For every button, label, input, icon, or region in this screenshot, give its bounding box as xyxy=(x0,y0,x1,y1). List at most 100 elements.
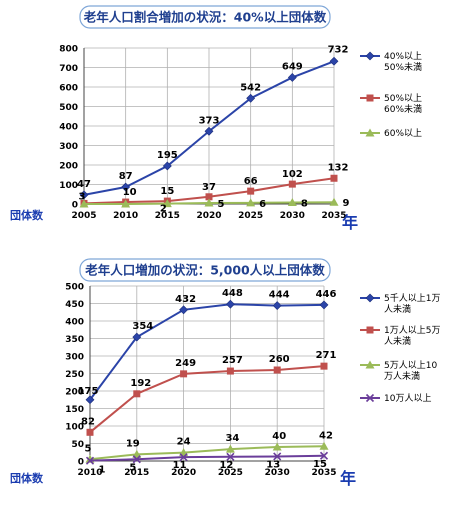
data-point xyxy=(319,300,329,310)
data-point xyxy=(162,199,172,208)
x-tick-label: 2010 xyxy=(77,468,102,478)
x-tick-label: 2015 xyxy=(124,468,149,478)
data-point xyxy=(329,197,339,206)
data-label: 271 xyxy=(316,350,337,361)
data-label: 257 xyxy=(222,355,243,366)
y-tick-label: 400 xyxy=(65,318,84,328)
x-tick-label: 2020 xyxy=(171,468,196,478)
legend-marker xyxy=(366,326,374,334)
data-point xyxy=(121,199,131,208)
x-tick-label: 2005 xyxy=(71,211,96,221)
legend-label: 40%以上 50%未満 xyxy=(384,51,422,73)
data-label: 3 xyxy=(79,191,86,202)
y-tick-label: 100 xyxy=(59,181,78,191)
x-tick-label: 2025 xyxy=(218,468,243,478)
y-tick-label: 500 xyxy=(59,103,78,113)
legend-entry-3: 60%以上 xyxy=(360,128,422,139)
data-label: 5 xyxy=(218,199,225,210)
data-label: 5 xyxy=(129,462,136,473)
data-label: 732 xyxy=(328,44,349,55)
data-point xyxy=(132,455,141,464)
x-tick-label: 2020 xyxy=(196,211,221,221)
data-point xyxy=(179,305,189,315)
chart-1-title: 老年人口割合増加の状況：40%以上団体数 xyxy=(83,10,327,25)
y-tick-label: 450 xyxy=(65,300,84,310)
y-tick-label: 150 xyxy=(65,405,84,415)
legend-label-line: 1万人以上5万 xyxy=(384,325,440,336)
y-tick-label: 300 xyxy=(65,353,84,363)
data-label: 444 xyxy=(269,290,290,301)
data-label: 260 xyxy=(269,354,290,365)
x-axis-label: 年 xyxy=(340,469,356,488)
legend-entry-2: 50%以上 60%未満 xyxy=(360,93,422,115)
legend-entry-4: 10万人以上 xyxy=(360,393,431,404)
legend-label-line: 人未満 xyxy=(384,303,411,315)
series-4: 1 5 11 12 13 15 xyxy=(85,451,329,476)
data-point xyxy=(225,444,235,453)
data-label: 87 xyxy=(119,171,133,182)
legend-marker xyxy=(365,293,375,303)
data-label: 5 xyxy=(85,443,92,454)
data-label: 249 xyxy=(175,358,196,369)
x-tick-label: 2030 xyxy=(280,211,305,221)
data-label: 9 xyxy=(343,198,350,209)
data-label: 448 xyxy=(222,288,243,299)
legend-marker xyxy=(365,360,375,369)
y-tick-label: 100 xyxy=(65,423,84,433)
series-1: 175 354 432 448 444 446 xyxy=(78,288,336,405)
data-label: 12 xyxy=(219,460,233,471)
y-tick-label: 800 xyxy=(59,45,78,55)
legend-label: 1万人以上5万人未満 xyxy=(384,325,440,347)
legend-marker xyxy=(365,393,375,403)
data-point xyxy=(79,199,89,208)
series-line xyxy=(89,454,325,462)
legend-marker xyxy=(366,94,374,102)
y-tick-label: 0 xyxy=(78,458,84,468)
series-3: 2 5 6 8 9 xyxy=(79,197,350,215)
data-point xyxy=(79,190,89,200)
y-tick-label: 600 xyxy=(59,84,78,94)
legend-label-line: 10万人以上 xyxy=(384,393,431,404)
data-point xyxy=(225,299,235,309)
legend-label: 60%以上 xyxy=(384,128,422,139)
data-label: 102 xyxy=(282,169,303,180)
legend-label-line: 人未満 xyxy=(384,335,411,347)
legend-marker xyxy=(365,51,375,61)
legend-entry-3: 5万人以上10 万人未満 xyxy=(360,360,437,382)
y-axis-label: 団体数 xyxy=(10,208,44,222)
chart-1-title-box xyxy=(79,5,331,29)
x-tick-label: 2010 xyxy=(113,211,138,221)
data-point xyxy=(287,73,297,82)
y-tick-label: 300 xyxy=(59,142,78,152)
chart-2-title-box xyxy=(79,258,331,282)
y-tick-label: 350 xyxy=(65,335,84,345)
data-label: 15 xyxy=(160,186,174,197)
data-point xyxy=(204,126,214,136)
legend-label-line: 40%以上 xyxy=(384,51,422,62)
data-point xyxy=(204,198,214,207)
data-label: 40 xyxy=(272,431,286,442)
data-label: 175 xyxy=(78,386,99,397)
series-line xyxy=(89,365,325,434)
x-tick-label: 2015 xyxy=(155,211,180,221)
data-point xyxy=(319,451,329,460)
data-label: 1 xyxy=(99,465,106,476)
series-2: 3 10 15 37 66 102 132 xyxy=(79,162,348,207)
x-axis-label: 年 xyxy=(342,213,358,232)
x-tick-label: 2035 xyxy=(321,211,346,221)
legend-marker xyxy=(365,128,375,137)
data-point xyxy=(247,187,255,195)
data-point xyxy=(287,197,297,206)
data-point xyxy=(86,428,94,436)
data-point xyxy=(330,174,338,182)
chart-1: 老年人口割合増加の状況：40%以上団体数 0 100 200 300 400 500 600 7… xyxy=(10,5,422,232)
y-tick-label: 500 xyxy=(65,283,84,293)
legend-label: 5千人以上1万人未満 xyxy=(384,293,440,315)
data-point xyxy=(288,180,296,188)
data-point xyxy=(180,370,188,378)
y-tick-label: 200 xyxy=(59,162,78,172)
data-label: 2 xyxy=(160,204,167,215)
y-tick-label: 0 xyxy=(72,201,78,211)
data-point xyxy=(329,56,339,66)
